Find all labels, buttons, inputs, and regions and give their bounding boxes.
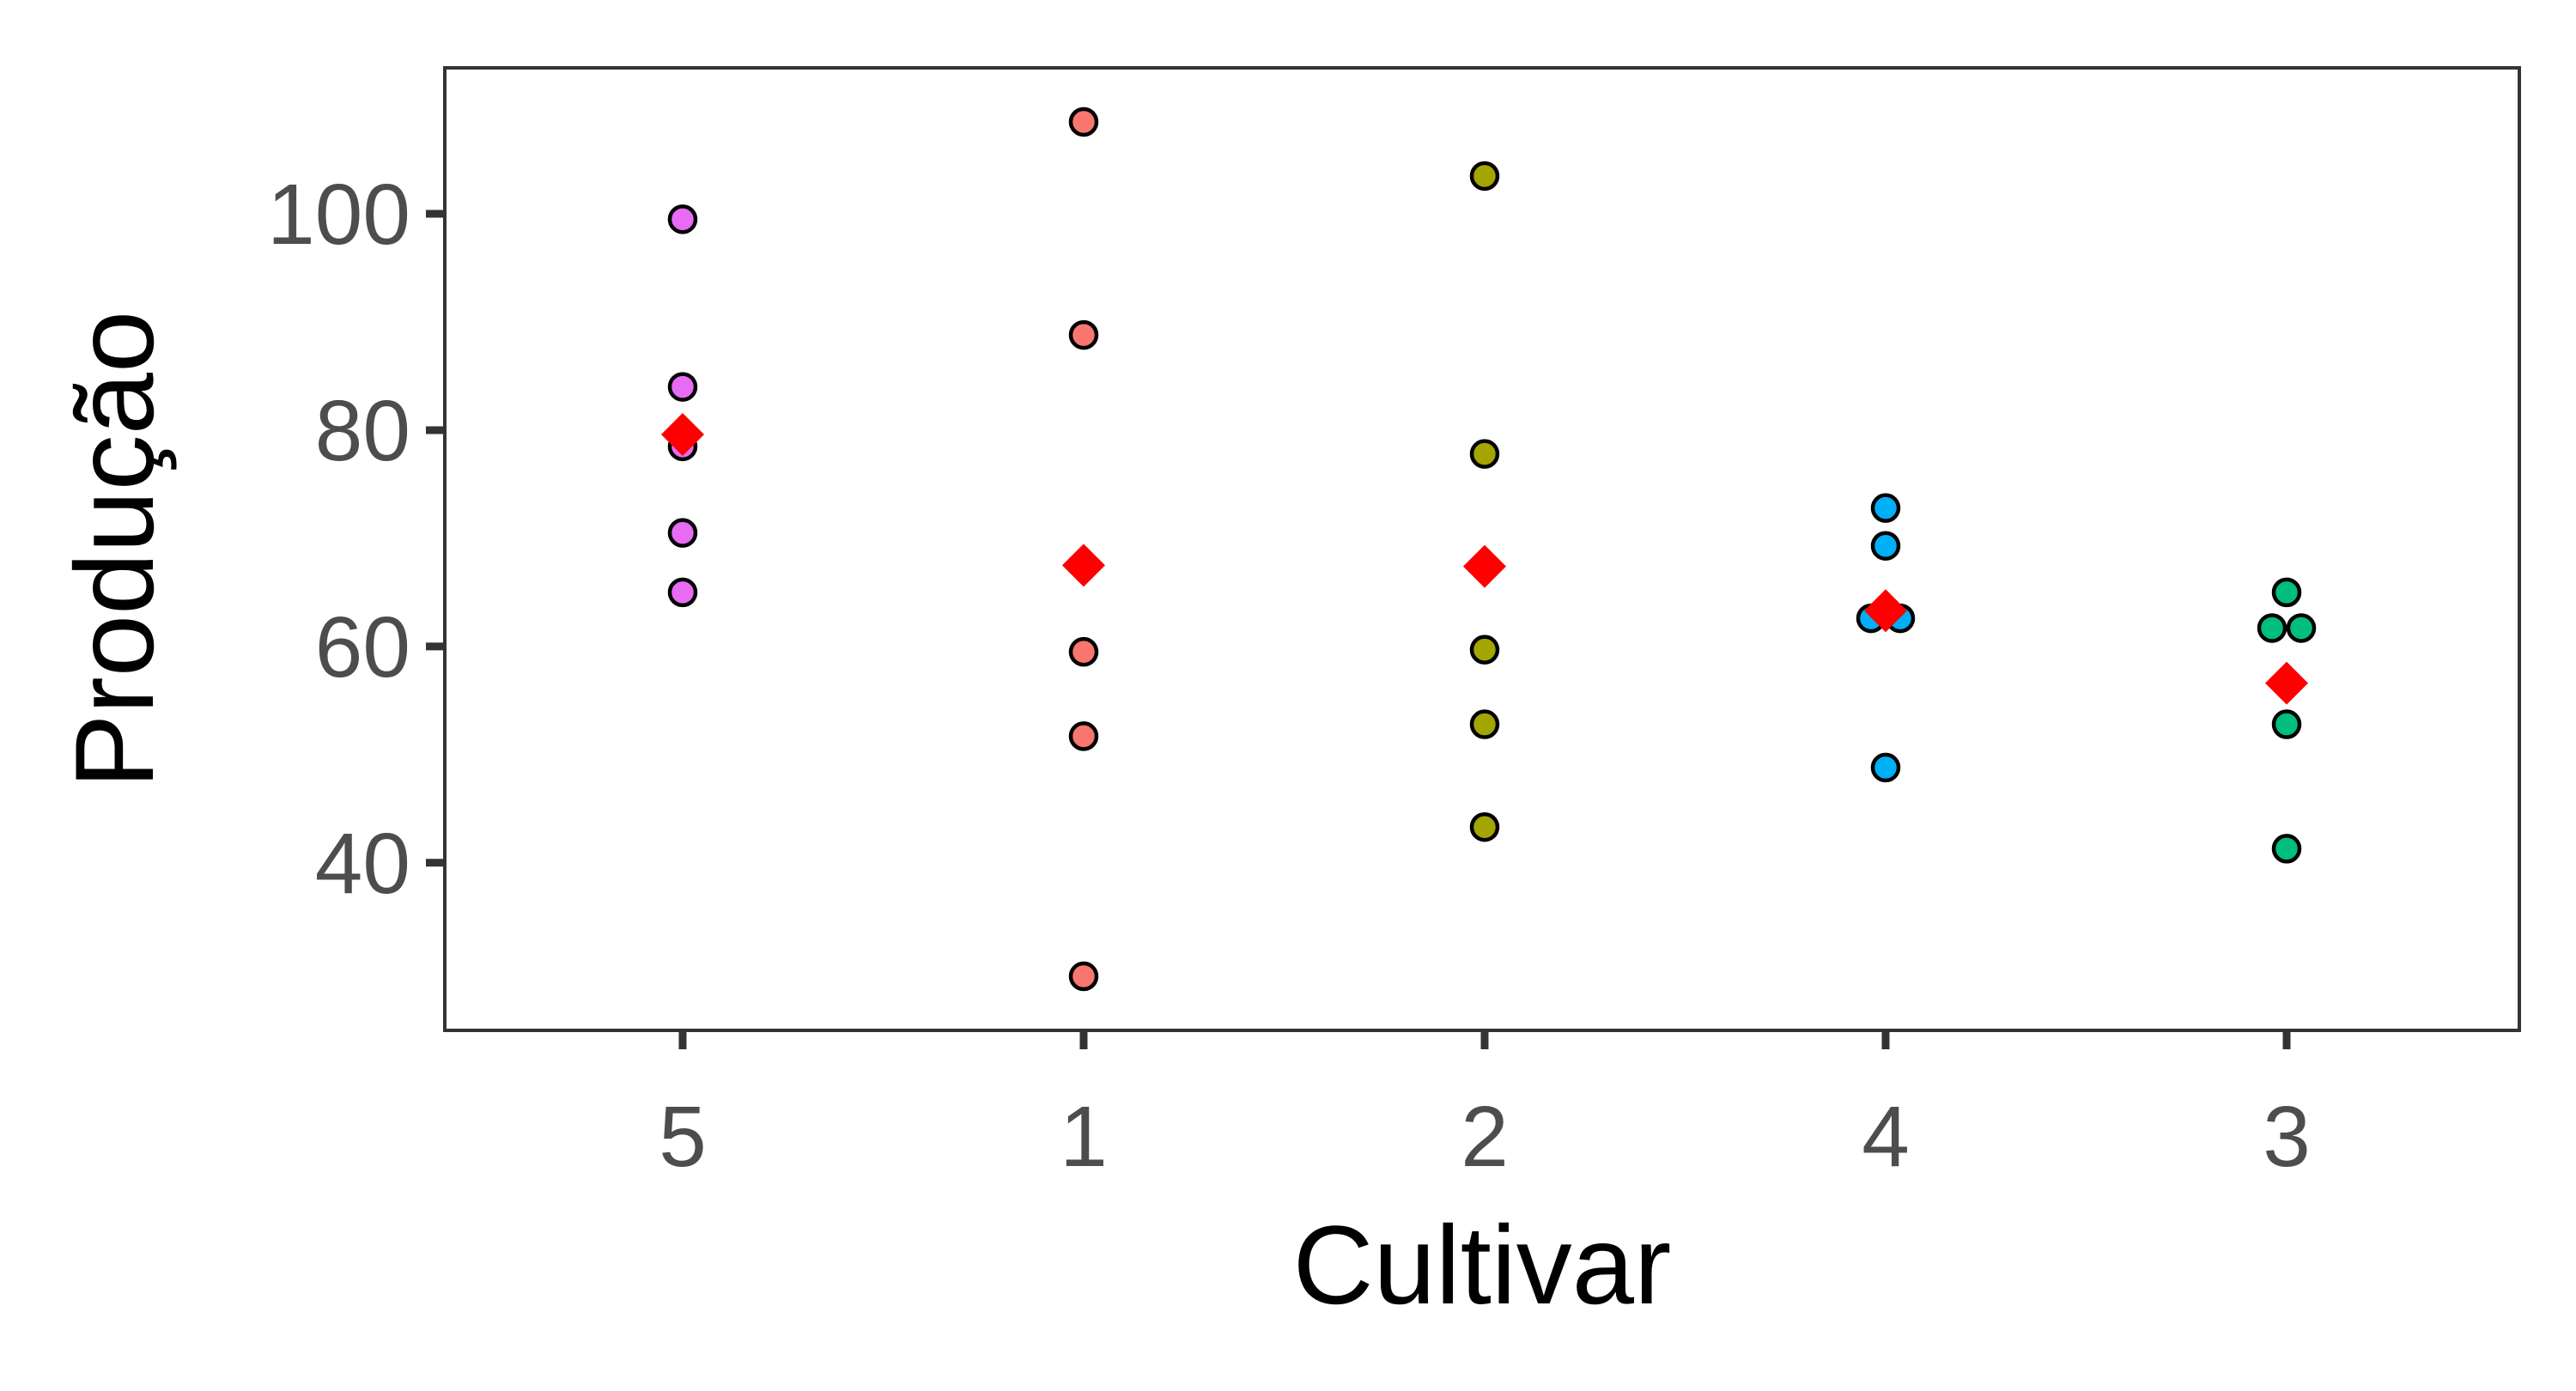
data-point	[1469, 635, 1500, 665]
data-point	[667, 372, 698, 402]
data-point	[667, 518, 698, 548]
data-point	[667, 577, 698, 608]
x-tick-label: 1	[1060, 1089, 1108, 1185]
y-axis: 40 60 80 100	[267, 167, 445, 912]
mean-marker	[661, 412, 704, 456]
mean-marker	[1062, 544, 1105, 587]
data-point	[2271, 577, 2302, 608]
data-point	[1068, 961, 1099, 992]
data-point	[1870, 752, 1901, 783]
y-tick-label: 60	[315, 599, 410, 696]
x-tick-label: 2	[1461, 1089, 1509, 1185]
data-point	[1870, 531, 1901, 561]
data-point	[2271, 709, 2302, 739]
data-point	[1068, 721, 1099, 751]
data-points	[667, 106, 2317, 992]
data-point	[2257, 613, 2287, 643]
data-point	[1469, 811, 1500, 842]
x-axis: 5 1 2 4 3	[659, 1030, 2311, 1185]
data-point	[1870, 493, 1901, 523]
x-tick-label: 3	[2263, 1089, 2311, 1185]
x-tick-label: 5	[659, 1089, 707, 1185]
mean-marker	[1864, 589, 1907, 633]
x-axis-title: Cultivar	[1293, 1202, 1672, 1327]
data-point	[1068, 319, 1099, 350]
data-point	[1469, 161, 1500, 191]
y-axis-title: Produção	[52, 311, 177, 789]
mean-marker	[1463, 544, 1506, 588]
data-point	[2286, 613, 2317, 643]
y-tick-label: 40	[315, 816, 410, 912]
x-tick-label: 4	[1862, 1089, 1910, 1185]
mean-markers	[661, 412, 2308, 705]
y-tick-label: 100	[267, 167, 410, 263]
data-point	[1469, 709, 1500, 739]
data-point	[667, 204, 698, 234]
data-point	[1068, 106, 1099, 137]
data-point	[1068, 636, 1099, 667]
y-tick-label: 80	[315, 383, 410, 479]
data-point	[2271, 834, 2302, 864]
data-point	[1469, 439, 1500, 469]
mean-marker	[2265, 661, 2308, 705]
